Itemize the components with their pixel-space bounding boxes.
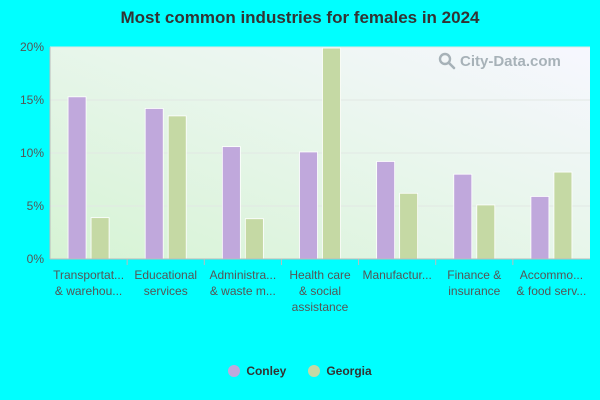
x-tick-label: Educational: [134, 268, 197, 282]
bar-georgia[interactable]: [553, 171, 573, 260]
legend-swatch: [228, 365, 241, 377]
legend: Conley Georgia: [0, 364, 600, 378]
y-tick-label: 20%: [20, 40, 44, 54]
bar-conley[interactable]: [299, 151, 318, 260]
legend-item-conley[interactable]: Conley: [228, 364, 286, 378]
watermark-text: City-Data.com: [460, 52, 561, 70]
bar-conley[interactable]: [67, 96, 87, 260]
bar-conley[interactable]: [453, 173, 473, 260]
legend-item-georgia[interactable]: Georgia: [308, 364, 372, 378]
bar-conley[interactable]: [221, 146, 241, 260]
x-tick-label: Health care: [289, 268, 351, 282]
legend-swatch: [308, 365, 321, 377]
y-tick-label: 5%: [27, 199, 45, 213]
bar-chart: 0% 5% 10% 15% 20% Transportat... & warehou...…: [20, 40, 590, 314]
y-tick-label: 0%: [27, 252, 45, 266]
bar-conley[interactable]: [530, 196, 550, 260]
y-tick-label: 10%: [20, 146, 44, 160]
chart-title: Most common industries for females in 20…: [120, 8, 480, 27]
x-tick-label: Transportat...: [53, 268, 124, 282]
x-tick-label: Manufactur...: [362, 268, 431, 282]
x-tick-label: Accommo...: [520, 268, 583, 282]
bar-conley[interactable]: [144, 108, 164, 260]
x-tick-label: & waste m...: [210, 284, 276, 298]
bar-georgia[interactable]: [90, 217, 110, 260]
x-tick-label: insurance: [448, 284, 500, 298]
bar-conley[interactable]: [376, 161, 396, 260]
bar-georgia[interactable]: [399, 192, 419, 260]
x-tick-label: & warehou...: [55, 284, 122, 298]
legend-label: Conley: [246, 364, 287, 378]
search-icon: [438, 52, 456, 70]
bar-georgia[interactable]: [167, 115, 187, 260]
bar-georgia[interactable]: [476, 204, 496, 260]
bar-georgia[interactable]: [322, 47, 341, 260]
x-tick-label: Finance &: [447, 268, 501, 282]
bar-georgia[interactable]: [244, 218, 264, 260]
x-tick-label: & food serv...: [517, 284, 587, 298]
watermark: City-Data.com: [438, 52, 561, 70]
legend-label: Georgia: [326, 364, 372, 378]
y-tick-label: 15%: [20, 93, 44, 107]
x-tick-label: services: [144, 284, 188, 298]
x-tick-label: & social: [299, 284, 341, 298]
x-tick-label: Administra...: [210, 268, 277, 282]
x-tick-label: assistance: [292, 300, 349, 314]
